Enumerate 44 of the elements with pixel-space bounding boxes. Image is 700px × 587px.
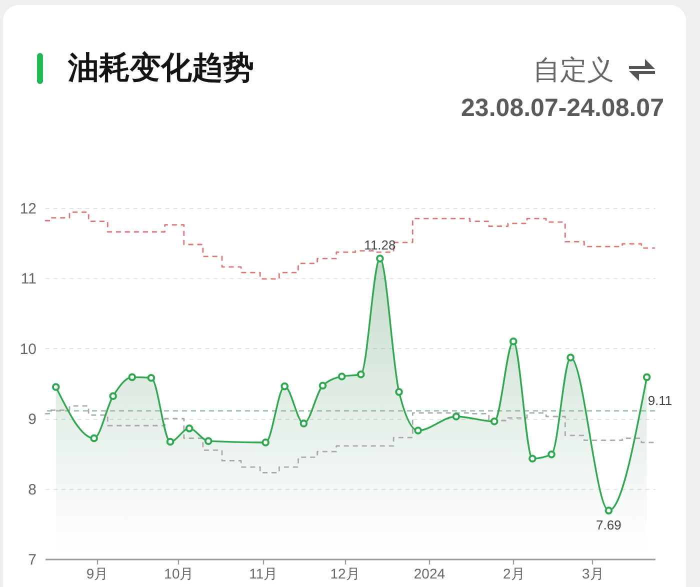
y-tick-label: 10 <box>20 340 36 358</box>
y-tick-label: 7 <box>28 552 36 568</box>
point <box>376 254 384 262</box>
point <box>414 426 422 434</box>
point <box>604 506 613 514</box>
point <box>548 450 556 458</box>
point <box>528 454 536 463</box>
point <box>356 370 365 378</box>
chart-subtitle: 23.08.07-24.08.07 <box>461 94 664 122</box>
x-tick-label: 11月 <box>249 566 278 582</box>
point <box>395 388 403 396</box>
x-tick-label: 2月 <box>502 566 525 582</box>
chart-title: 油耗变化趋势 <box>68 49 254 87</box>
x-tick-label: 9月 <box>86 566 108 582</box>
x-tick-label: 12月 <box>330 566 360 582</box>
point <box>52 383 60 391</box>
point <box>280 382 289 390</box>
point <box>166 438 174 446</box>
point <box>185 424 194 432</box>
data-label: 11.28 <box>364 238 396 253</box>
point <box>452 412 460 420</box>
point <box>147 374 156 382</box>
point <box>338 372 346 380</box>
point <box>490 418 498 426</box>
text: 自定义 <box>533 54 614 87</box>
y-tick-label: 11 <box>20 270 36 288</box>
point <box>642 373 651 382</box>
point <box>128 373 136 382</box>
point <box>90 434 98 442</box>
point <box>566 354 574 362</box>
point <box>262 438 270 446</box>
data-label: 7.69 <box>596 518 622 533</box>
point <box>204 437 212 445</box>
y-tick-label: 8 <box>28 481 36 498</box>
x-tick-label: 3月 <box>582 566 604 582</box>
point <box>318 382 327 390</box>
y-tick-label: 12 <box>20 200 36 218</box>
x-tick-label: 2024 <box>414 566 446 582</box>
point <box>509 337 518 346</box>
y-tick-label: 9 <box>28 411 36 428</box>
point <box>300 420 308 428</box>
ref-line-label: 9.11 <box>648 392 672 408</box>
point <box>109 392 117 400</box>
x-tick-label: 10月 <box>164 566 194 582</box>
